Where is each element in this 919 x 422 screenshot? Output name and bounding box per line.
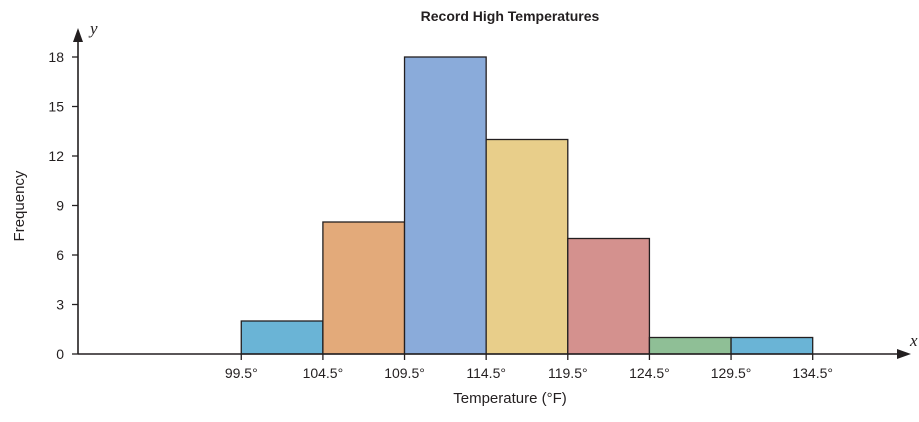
x-axis-arrow-icon [897,349,911,359]
x-axis-letter: x [909,331,918,350]
y-axis-title: Frequency [11,170,28,241]
y-ticks-group: 0 3 6 9 12 15 18 [48,49,78,362]
x-tick-label: 119.5° [548,365,588,381]
bars-group [240,56,814,355]
x-tick-label: 134.5° [792,365,833,381]
x-tick-label: 124.5° [629,365,670,381]
y-axis-letter: y [88,19,98,38]
histogram-bar [730,336,814,355]
y-tick-label: 3 [56,297,64,313]
y-axis-arrow-icon [73,28,83,42]
x-ticks-group: 99.5° 104.5° 109.5° 114.5° 119.5° 124.5° 129.5… [225,354,833,381]
x-tick-label: 109.5° [384,365,425,381]
x-axis-title: Temperature (°F) [453,390,567,407]
x-tick-label: 114.5° [466,365,506,381]
y-tick-label: 9 [56,198,64,214]
chart-title: Record High Temperatures [421,8,600,24]
y-tick-label: 12 [48,148,64,164]
x-tick-label: 104.5° [303,365,344,381]
y-tick-label: 6 [56,247,64,263]
histogram-bar [240,320,324,355]
y-tick-label: 15 [48,99,64,115]
histogram-bar [403,56,487,355]
y-tick-label: 0 [56,346,64,362]
histogram-bar [648,336,732,355]
x-tick-label: 99.5° [225,365,258,381]
histogram-bar [485,138,569,355]
y-tick-label: 18 [48,49,64,65]
histogram-bar [567,237,651,355]
histogram-bar [322,221,406,355]
x-tick-label: 129.5° [711,365,752,381]
